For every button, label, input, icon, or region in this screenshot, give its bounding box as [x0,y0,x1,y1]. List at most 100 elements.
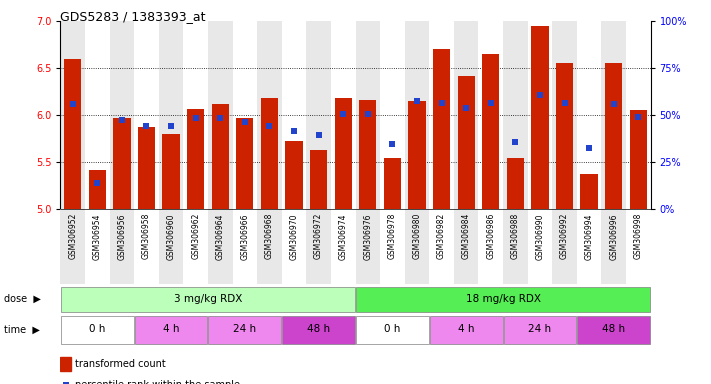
Text: 0 h: 0 h [89,324,105,334]
Text: dose  ▶: dose ▶ [4,294,41,304]
Bar [61,287,355,311]
Bar [232,209,257,284]
Bar [531,26,548,209]
Bar [282,209,306,284]
Bar [429,316,503,344]
Bar [528,21,552,209]
Bar [85,21,109,209]
Bar [85,209,109,284]
Bar [89,170,106,209]
Bar [384,157,401,209]
Bar [479,209,503,284]
Bar [261,98,278,209]
Text: GSM306986: GSM306986 [486,213,496,260]
Bar [503,209,528,284]
Text: 24 h: 24 h [528,324,552,334]
Bar [306,21,331,209]
Text: GSM306966: GSM306966 [240,213,250,260]
Bar [380,209,405,284]
Bar [163,134,180,209]
Bar [109,21,134,209]
Bar [208,21,232,209]
Bar [429,21,454,209]
Text: 24 h: 24 h [233,324,257,334]
Bar [285,141,303,209]
Text: GSM306994: GSM306994 [584,213,594,260]
Bar [208,316,282,344]
Text: GSM306952: GSM306952 [68,213,77,260]
Bar [331,21,356,209]
Bar [282,21,306,209]
Text: GSM306972: GSM306972 [314,213,323,260]
Text: GSM306996: GSM306996 [609,213,618,260]
Bar [159,21,183,209]
Bar [282,316,355,344]
Bar [138,127,155,209]
Bar [380,21,405,209]
Text: GSM306968: GSM306968 [265,213,274,260]
Text: GSM306962: GSM306962 [191,213,201,260]
Text: GSM306992: GSM306992 [560,213,569,260]
Text: GSM306984: GSM306984 [461,213,471,260]
Bar [577,209,602,284]
Bar [134,21,159,209]
Bar [552,21,577,209]
Bar [405,21,429,209]
Text: 4 h: 4 h [163,324,179,334]
Bar [602,209,626,284]
Bar [331,209,356,284]
Bar [405,209,429,284]
Text: 48 h: 48 h [602,324,625,334]
Bar [408,101,426,209]
Bar [64,59,81,209]
Bar [359,100,376,209]
Bar [602,21,626,209]
Bar [482,54,499,209]
Text: transformed count: transformed count [75,359,166,369]
Text: GSM306976: GSM306976 [363,213,373,260]
Bar [183,209,208,284]
Text: GSM306978: GSM306978 [388,213,397,260]
Bar [134,316,208,344]
Bar [212,104,229,209]
Bar [556,63,573,209]
Bar [507,157,524,209]
Bar [433,50,450,209]
Bar [577,316,650,344]
Text: 4 h: 4 h [458,324,474,334]
Bar [356,209,380,284]
Bar [580,174,598,209]
Text: GSM306988: GSM306988 [510,213,520,259]
Bar [61,316,134,344]
Text: GDS5283 / 1383393_at: GDS5283 / 1383393_at [60,10,206,23]
Bar [134,209,159,284]
Bar [257,209,282,284]
Bar [335,98,352,209]
Bar [605,63,622,209]
Text: GSM306974: GSM306974 [338,213,348,260]
Text: GSM306970: GSM306970 [289,213,299,260]
Text: GSM306980: GSM306980 [412,213,422,260]
Text: GSM306960: GSM306960 [166,213,176,260]
Text: GSM306954: GSM306954 [93,213,102,260]
Bar [109,209,134,284]
Bar [306,209,331,284]
Bar [236,118,253,209]
Text: 3 mg/kg RDX: 3 mg/kg RDX [173,294,242,304]
Bar [458,76,475,209]
Bar [503,316,577,344]
Bar [503,21,528,209]
Text: 48 h: 48 h [307,324,330,334]
Bar [257,21,282,209]
Bar [187,109,204,209]
Text: GSM306982: GSM306982 [437,213,446,259]
Bar [577,21,602,209]
Text: GSM306958: GSM306958 [142,213,151,260]
Bar [454,209,479,284]
Bar [356,316,429,344]
Bar [208,209,232,284]
Bar [552,209,577,284]
Bar [232,21,257,209]
Bar [626,21,651,209]
Text: 0 h: 0 h [384,324,400,334]
